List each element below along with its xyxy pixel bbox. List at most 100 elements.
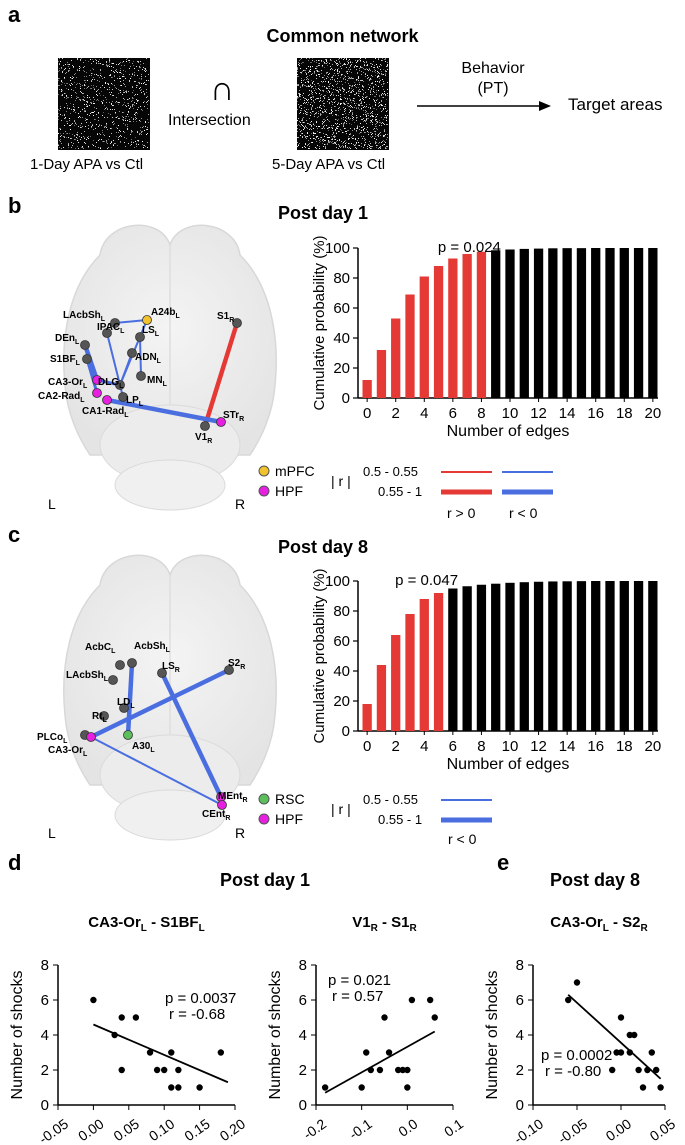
hpf-dot-icon [258,485,270,497]
x-tick-label: 4 [420,738,428,755]
y-tick-label: 100 [325,240,350,257]
x-tick-label: -0.1 [346,1115,375,1142]
data-point [644,1066,651,1074]
b-node [232,318,242,328]
bar [548,581,558,731]
panel-b-letter: b [8,193,22,218]
y-tick-label: 2 [299,1062,307,1079]
data-point [404,1084,411,1091]
bar [362,380,372,398]
p-value-text: p = 0.021 [328,972,391,989]
data-point [399,1066,406,1074]
b-node [200,421,210,431]
p-value-text: p = 0.0037 [165,990,236,1007]
x-tick-label: 16 [587,405,604,422]
scatter-title: CA3-OrL - S2R [550,914,648,934]
bar [491,250,501,398]
c-node [99,711,109,721]
c-edge [90,736,223,806]
b-node-label: LAcbShL [63,310,106,323]
scatter-title: CA3-OrL - S1BFL [88,914,204,934]
bar [462,254,472,398]
b-node-label: DEnL [55,333,80,346]
panel-d-title: Post day 1 [219,870,311,890]
x-axis-label: Number of edges [447,756,570,773]
data-point [175,1066,182,1074]
arrow-icon [417,101,551,111]
cumulative-chart-day8: 0 20 40 60 80 100 0 2 4 6 8 10 12 14 16 18 20 Number of e… [311,568,661,773]
b-node [80,340,90,350]
b-node [82,354,92,364]
b-node [136,371,146,381]
matrix-1day-label: 1-Day APA vs Ctl [30,156,144,173]
data-point [168,1049,175,1056]
bar [419,599,429,731]
x-tick-label: 0.00 [603,1115,635,1144]
data-point [217,1049,225,1056]
x-tick-label: 12 [530,405,547,422]
b-node [216,417,226,427]
bar [533,581,544,731]
x-tick-label: 16 [587,738,604,755]
b-node-label: CA2-RadL [38,391,85,404]
bar [576,581,587,731]
b-node [110,318,120,328]
c-edge [159,670,224,800]
b-node [102,328,112,338]
scatter-ca3-s1bf: CA3-OrL - S1BFL 0 2 4 6 8 -0.05 0.00 0.05 0.10 0.1… [9,914,248,1145]
x-tick-label: 14 [559,738,576,755]
y-tick-label: 60 [333,300,350,317]
data-point [363,1049,370,1056]
panel-c-title: Post day 8 [278,537,369,557]
x-tick-label: 0.15 [181,1115,213,1144]
legend-rsc: RSC [275,791,305,807]
legend-pos-label: r > 0 [447,505,476,521]
x-tick-label: 0.00 [75,1115,107,1144]
bar [648,248,658,398]
c-node-label: PLCoL [37,732,68,745]
x-tick-label: 20 [645,405,662,422]
bar [476,584,487,731]
b-edge [139,336,142,377]
c-node [86,732,96,742]
cumulative-chart-day1: 0 20 40 60 80 100 0 2 4 6 8 10 12 14 16 18 20 Number of e… [311,235,662,440]
b-node-label: A24bL [151,307,180,320]
bar [376,350,387,398]
data-point [395,1066,402,1074]
data-point [648,1049,655,1056]
x-axis-label: Number of edges [447,423,570,440]
behavior-label: Behavior [461,60,525,77]
c-node [157,668,167,678]
b-node [127,348,137,358]
legend-neg-label: r < 0 [448,831,477,847]
bar [448,588,458,731]
bar [633,581,644,731]
legend-range2: 0.55 - 1 [378,812,422,827]
data-point [376,1066,384,1074]
y-tick-label: 80 [333,270,350,287]
bar [533,248,544,398]
panel-e-letter: e [497,850,510,875]
y-axis-label: Number of shocks [484,971,501,1100]
c-node [119,703,129,713]
bar [562,581,572,731]
x-tick-label: 6 [449,405,457,422]
bar [633,248,644,398]
b-edge [114,319,148,324]
intersection-icon: ∩ [210,70,235,108]
y-tick-label: 4 [41,1027,49,1044]
b-node-label: DLGL [98,377,124,390]
r-value-text: r = 0.57 [332,988,383,1005]
panel-a-title: Common network [266,26,419,46]
data-point [617,1049,625,1056]
fit-line [324,1030,436,1094]
b-node-label: IPACL [97,322,125,335]
c-node-label: MEntR [218,791,248,804]
r-value-text: r = -0.80 [545,1063,601,1080]
x-tick-label: 8 [477,738,485,755]
c-node [217,800,227,810]
legend-range2: 0.55 - 1 [378,484,422,499]
y-tick-label: 100 [325,573,350,590]
behavior-sub-label: (PT) [477,80,509,97]
